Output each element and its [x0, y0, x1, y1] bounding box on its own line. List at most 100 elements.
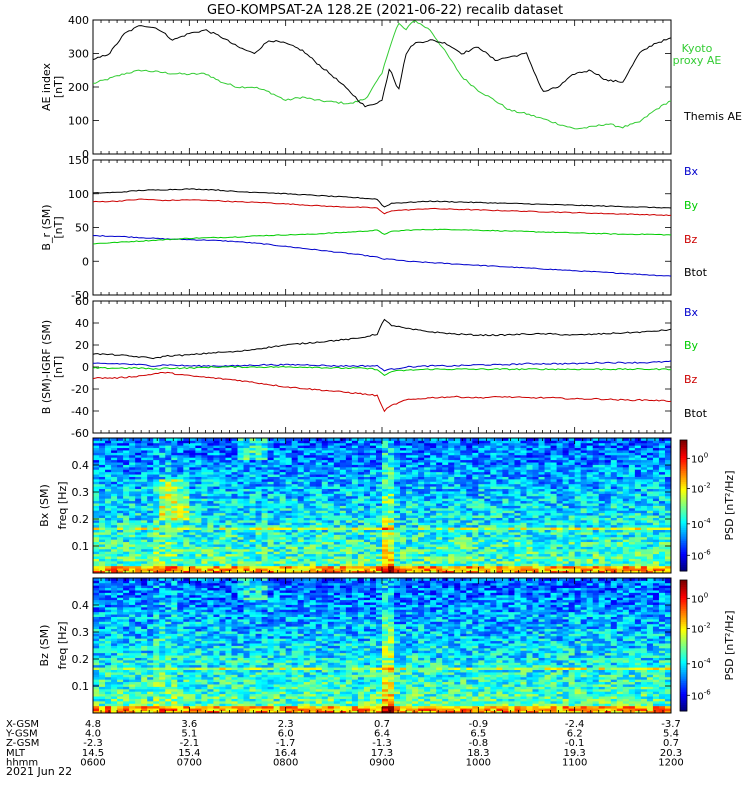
spec-cell — [538, 532, 545, 535]
spec-cell — [442, 546, 449, 550]
spec-cell — [285, 534, 293, 538]
spec-cell — [195, 544, 202, 547]
spec-cell — [213, 495, 220, 499]
spec-cell — [141, 527, 148, 531]
spec-cell — [141, 558, 148, 562]
spec-cell — [514, 558, 521, 562]
spec-cell — [285, 466, 293, 470]
spec-cell — [297, 560, 305, 564]
spec-cell — [496, 471, 503, 475]
spec-cell — [375, 447, 383, 451]
spec-cell — [508, 532, 515, 535]
spec-cell — [412, 558, 419, 562]
spec-cell — [225, 503, 232, 506]
spec-cell — [388, 493, 395, 497]
spec-cell — [285, 498, 293, 502]
spec-cell — [105, 524, 112, 528]
spec-cell — [219, 529, 226, 533]
spec-cell — [484, 457, 491, 461]
spec-cell — [279, 546, 287, 550]
spec-cell — [225, 486, 232, 490]
spec-cell — [544, 565, 551, 569]
spec-cell — [508, 457, 515, 461]
spec-cell — [369, 445, 377, 449]
spec-cell — [478, 462, 485, 465]
legend-label-bx: Bx — [684, 165, 699, 178]
spec-cell — [201, 529, 208, 533]
spec-cell — [418, 478, 425, 482]
spec-cell — [484, 450, 491, 453]
spec-cell — [273, 495, 281, 499]
spec-cell — [321, 512, 329, 516]
spec-cell — [526, 558, 533, 562]
spec-cell — [183, 491, 190, 494]
spec-cell — [400, 505, 407, 509]
spec-cell — [141, 466, 148, 470]
spec-cell — [363, 532, 371, 535]
spec-cell — [418, 486, 425, 490]
spec-cell — [490, 563, 497, 567]
spec-cell — [375, 565, 383, 569]
spec-cell — [147, 462, 154, 465]
spec-cell — [99, 512, 106, 516]
spec-cell — [225, 507, 232, 511]
spec-cell — [117, 474, 124, 477]
spec-cell — [454, 486, 461, 490]
spec-cell — [219, 503, 226, 506]
spec-cell — [496, 551, 503, 555]
spec-cell — [460, 519, 467, 523]
spec-cell — [129, 459, 136, 463]
spec-cell — [448, 553, 455, 557]
spec-cell — [219, 498, 226, 502]
spec-cell — [430, 452, 437, 456]
spec-cell — [538, 536, 545, 540]
spec-cell — [442, 471, 449, 475]
spec-cell — [357, 563, 365, 567]
spec-cell — [418, 447, 425, 451]
spec-cell — [135, 476, 142, 480]
spec-cell — [303, 486, 311, 490]
spec-cell — [297, 568, 305, 571]
spec-cell — [412, 457, 419, 461]
spec-cell — [321, 551, 329, 555]
spec-cell — [351, 483, 359, 487]
spec-cell — [237, 469, 244, 473]
spec-cell — [388, 539, 395, 543]
spec-cell — [466, 553, 473, 557]
spec-cell — [375, 469, 383, 473]
spec-cell — [442, 498, 449, 502]
spec-cell — [454, 474, 461, 477]
spec-cell — [117, 553, 124, 557]
spec-cell — [538, 565, 545, 569]
spec-cell — [135, 524, 142, 528]
spec-cell — [93, 495, 100, 499]
spec-cell — [129, 466, 136, 470]
spec-cell — [382, 565, 389, 569]
spec-cell — [135, 553, 142, 557]
spec-cell — [412, 438, 419, 441]
spec-cell — [273, 541, 281, 545]
spec-cell — [351, 445, 359, 449]
spec-cell — [430, 519, 437, 523]
spec-cell — [418, 454, 425, 458]
spec-cell — [382, 483, 389, 487]
spec-cell — [321, 568, 329, 571]
spec-cell — [472, 469, 479, 473]
spec-cell — [472, 570, 479, 574]
spec-cell — [430, 529, 437, 533]
spec-cell — [496, 500, 503, 504]
spec-cell — [249, 527, 256, 531]
spec-cell — [153, 515, 160, 518]
spec-cell — [430, 493, 437, 497]
spec-cell — [303, 507, 311, 511]
spec-cell — [375, 459, 383, 463]
spec-cell — [219, 536, 226, 540]
spec-cell — [249, 469, 256, 473]
spec-cell — [123, 491, 130, 494]
spec-cell — [526, 563, 533, 567]
spec-cell — [357, 454, 365, 458]
spec-cell — [141, 495, 148, 499]
spec-cell — [442, 563, 449, 567]
spec-cell — [375, 503, 383, 506]
spec-cell — [321, 556, 329, 559]
